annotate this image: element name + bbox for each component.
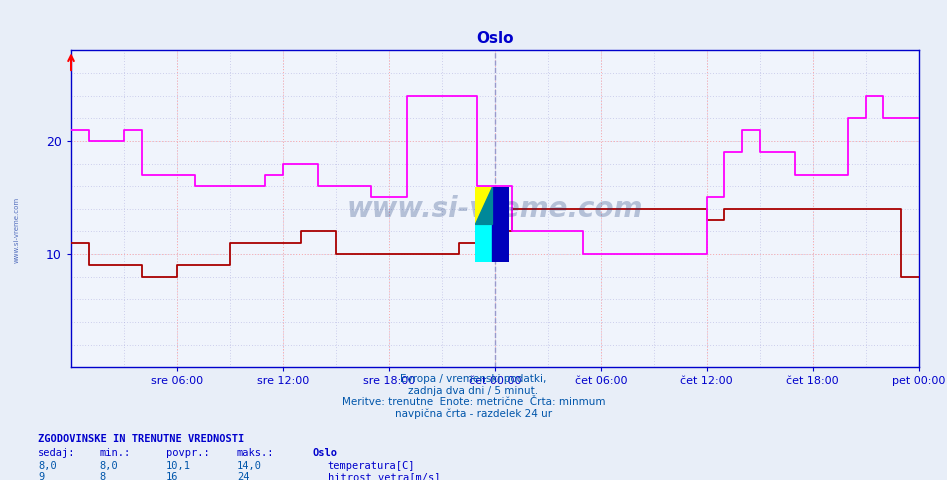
Text: www.si-vreme.com: www.si-vreme.com <box>347 195 643 223</box>
Text: 14,0: 14,0 <box>237 461 261 471</box>
Text: 8,0: 8,0 <box>38 461 57 471</box>
Bar <box>492 187 509 262</box>
Title: Oslo: Oslo <box>476 32 513 47</box>
Text: www.si-vreme.com: www.si-vreme.com <box>14 197 20 264</box>
Text: Evropa / vremenski podatki,: Evropa / vremenski podatki, <box>401 374 546 384</box>
Text: zadnja dva dni / 5 minut.: zadnja dva dni / 5 minut. <box>408 386 539 396</box>
Text: Oslo: Oslo <box>313 448 337 458</box>
Bar <box>475 224 492 262</box>
Text: 16: 16 <box>166 472 178 480</box>
Text: sedaj:: sedaj: <box>38 448 76 458</box>
Text: 8,0: 8,0 <box>99 461 118 471</box>
Text: 10,1: 10,1 <box>166 461 190 471</box>
Text: ZGODOVINSKE IN TRENUTNE VREDNOSTI: ZGODOVINSKE IN TRENUTNE VREDNOSTI <box>38 434 244 444</box>
Text: Meritve: trenutne  Enote: metrične  Črta: minmum: Meritve: trenutne Enote: metrične Črta: … <box>342 397 605 408</box>
Text: temperatura[C]: temperatura[C] <box>328 461 415 471</box>
Text: hitrost vetra[m/s]: hitrost vetra[m/s] <box>328 472 440 480</box>
Polygon shape <box>475 187 492 224</box>
Text: povpr.:: povpr.: <box>166 448 209 458</box>
Bar <box>475 187 492 224</box>
Text: 24: 24 <box>237 472 249 480</box>
Text: min.:: min.: <box>99 448 131 458</box>
Text: 8: 8 <box>99 472 106 480</box>
Text: 9: 9 <box>38 472 45 480</box>
Text: navpična črta - razdelek 24 ur: navpična črta - razdelek 24 ur <box>395 409 552 420</box>
Text: maks.:: maks.: <box>237 448 275 458</box>
